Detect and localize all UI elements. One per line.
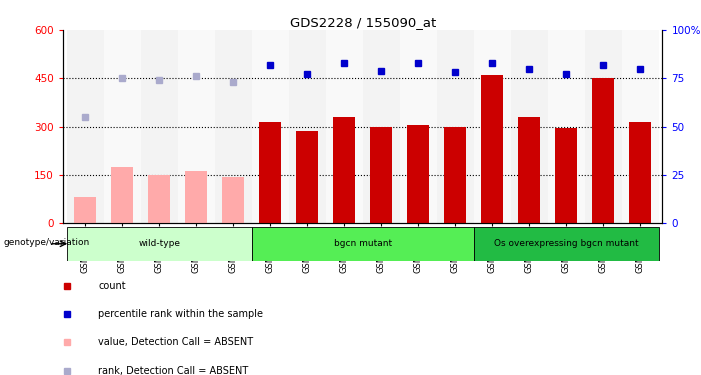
Text: bgcn mutant: bgcn mutant — [334, 239, 392, 248]
Bar — [511, 30, 547, 223]
Bar — [333, 117, 355, 223]
Bar — [252, 227, 474, 261]
Bar — [622, 30, 659, 223]
Bar — [585, 30, 622, 223]
Bar — [259, 122, 281, 223]
Bar — [474, 30, 511, 223]
Text: count: count — [98, 281, 125, 291]
Bar — [370, 127, 393, 223]
Text: rank, Detection Call = ABSENT: rank, Detection Call = ABSENT — [98, 366, 248, 375]
Bar — [67, 227, 252, 261]
Bar — [74, 197, 96, 223]
Bar — [185, 171, 207, 223]
Text: Os overexpressing bgcn mutant: Os overexpressing bgcn mutant — [494, 239, 639, 248]
Bar — [326, 30, 363, 223]
Bar — [592, 78, 614, 223]
Bar — [252, 30, 289, 223]
Bar — [547, 30, 585, 223]
Bar — [222, 177, 245, 223]
Bar — [141, 30, 178, 223]
Bar — [474, 227, 659, 261]
Bar — [148, 176, 170, 223]
Bar — [481, 75, 503, 223]
Bar — [400, 30, 437, 223]
Bar — [407, 125, 429, 223]
Text: value, Detection Call = ABSENT: value, Detection Call = ABSENT — [98, 338, 253, 348]
Bar — [111, 167, 133, 223]
Text: genotype/variation: genotype/variation — [4, 238, 90, 247]
Bar — [363, 30, 400, 223]
Bar — [289, 30, 326, 223]
Bar — [215, 30, 252, 223]
Text: wild-type: wild-type — [138, 239, 180, 248]
Bar — [518, 117, 540, 223]
Bar — [297, 131, 318, 223]
Bar — [444, 127, 466, 223]
Bar — [437, 30, 474, 223]
Bar — [555, 128, 578, 223]
Text: percentile rank within the sample: percentile rank within the sample — [98, 309, 263, 319]
Bar — [629, 122, 651, 223]
Bar — [67, 30, 104, 223]
Bar — [104, 30, 141, 223]
Bar — [178, 30, 215, 223]
Title: GDS2228 / 155090_at: GDS2228 / 155090_at — [290, 16, 436, 29]
